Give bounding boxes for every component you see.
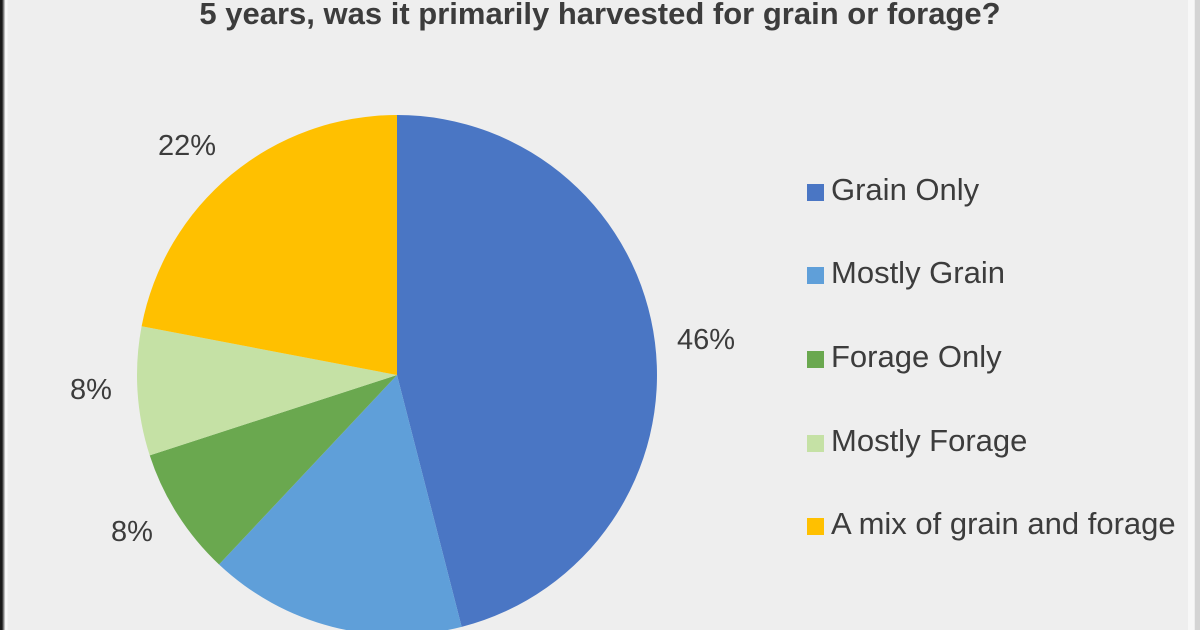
svg-text:8%: 8% [70,374,112,406]
svg-text:22%: 22% [158,130,216,162]
svg-text:46%: 46% [677,324,735,356]
svg-text:8%: 8% [111,516,153,548]
